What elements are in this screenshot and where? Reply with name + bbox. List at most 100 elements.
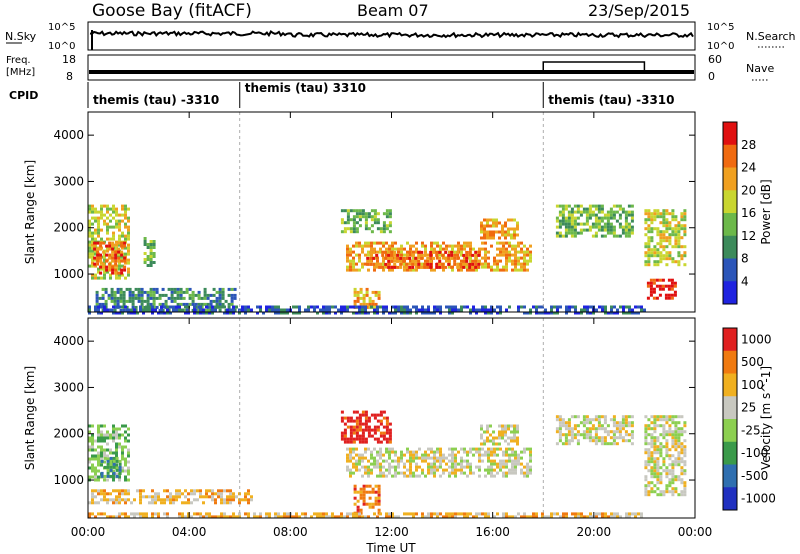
echo-cell [101,296,105,300]
echo-cell [409,247,412,251]
echo-cell [680,212,684,216]
echo-cell [463,244,466,248]
echo-cell [615,436,619,440]
echo-cell [259,515,262,519]
echo-cell [659,433,663,437]
echo-cell [656,263,660,267]
echo-cell [359,290,363,294]
echo-cell [118,475,121,479]
echo-cell [103,308,106,312]
echo-cell [621,436,625,440]
echo-cell [378,265,382,269]
echo-cell [505,247,508,251]
echo-cell [371,505,375,509]
echo-cell [424,311,427,315]
echo-cell [127,219,130,223]
y-tick-label: 3000 [53,174,84,188]
echo-cell [154,512,157,516]
echo-cell [283,515,286,519]
echo-cell [644,233,648,237]
echo-cell [115,427,118,431]
echo-cell [160,501,163,505]
echo-cell [565,305,568,309]
echo-cell [91,261,94,265]
echo-cell [588,439,592,443]
echo-cell [469,244,472,248]
echo-cell [292,305,295,309]
echo-cell [427,471,430,475]
echo-cell [469,256,472,260]
echo-cell [627,225,631,229]
echo-cell [683,445,687,449]
echo-cell [382,221,386,225]
echo-cell [352,230,356,234]
echo-cell [382,227,386,231]
echo-cell [650,460,654,464]
echo-cell [670,284,674,288]
echo-cell [166,498,169,502]
echo-cell [667,287,671,291]
echo-cell [618,430,622,434]
echo-cell [400,259,403,263]
echo-cell [454,447,457,451]
echo-cell [340,230,344,234]
echo-cell [612,424,616,428]
echo-cell [366,259,370,263]
echo-cell [91,463,94,467]
echo-cell [526,515,529,519]
echo-cell [516,427,519,431]
echo-cell [484,305,487,309]
echo-cell [427,468,430,472]
echo-cell [108,256,112,260]
echo-cell [108,265,112,269]
echo-cell [513,230,516,234]
echo-cell [100,261,103,265]
echo-cell [197,293,201,297]
echo-cell [465,262,469,266]
echo-cell [415,456,418,460]
echo-cell [202,495,205,499]
echo-cell [430,512,433,516]
echo-cell [356,505,360,509]
echo-cell [349,250,352,254]
echo-cell [352,462,355,466]
echo-cell [665,469,669,473]
echo-cell [665,212,669,216]
echo-cell [136,489,139,493]
echo-cell [432,250,436,254]
echo-cell [106,207,109,211]
echo-cell [94,276,97,280]
echo-cell [505,250,508,254]
echo-cell [621,418,625,422]
echo-cell [385,305,388,309]
echo-region [646,278,677,300]
echo-cell [436,465,439,469]
echo-cell [478,247,481,251]
echo-cell [382,256,385,260]
echo-cell [103,273,106,277]
echo-cell [403,265,406,269]
echo-cell [109,460,112,464]
echo-cell [489,218,492,222]
echo-cell [121,489,124,493]
echo-cell [91,222,94,226]
echo-cell [388,224,392,228]
echo-cell [166,308,169,312]
echo-cell [564,427,568,431]
echo-cell [683,227,687,231]
echo-cell [232,305,235,309]
echo-cell [550,311,553,315]
echo-cell [367,474,370,478]
echo-cell [659,451,663,455]
echo-cell [561,433,565,437]
echo-cell [101,287,105,291]
echo-cell [671,472,675,476]
echo-cell [397,308,400,312]
echo-cell [356,296,360,300]
echo-cell [214,492,217,496]
echo-cell [97,234,100,238]
echo-cell [555,219,559,223]
echo-cell [454,250,457,254]
echo-cell [149,252,153,255]
echo-cell [516,436,519,440]
